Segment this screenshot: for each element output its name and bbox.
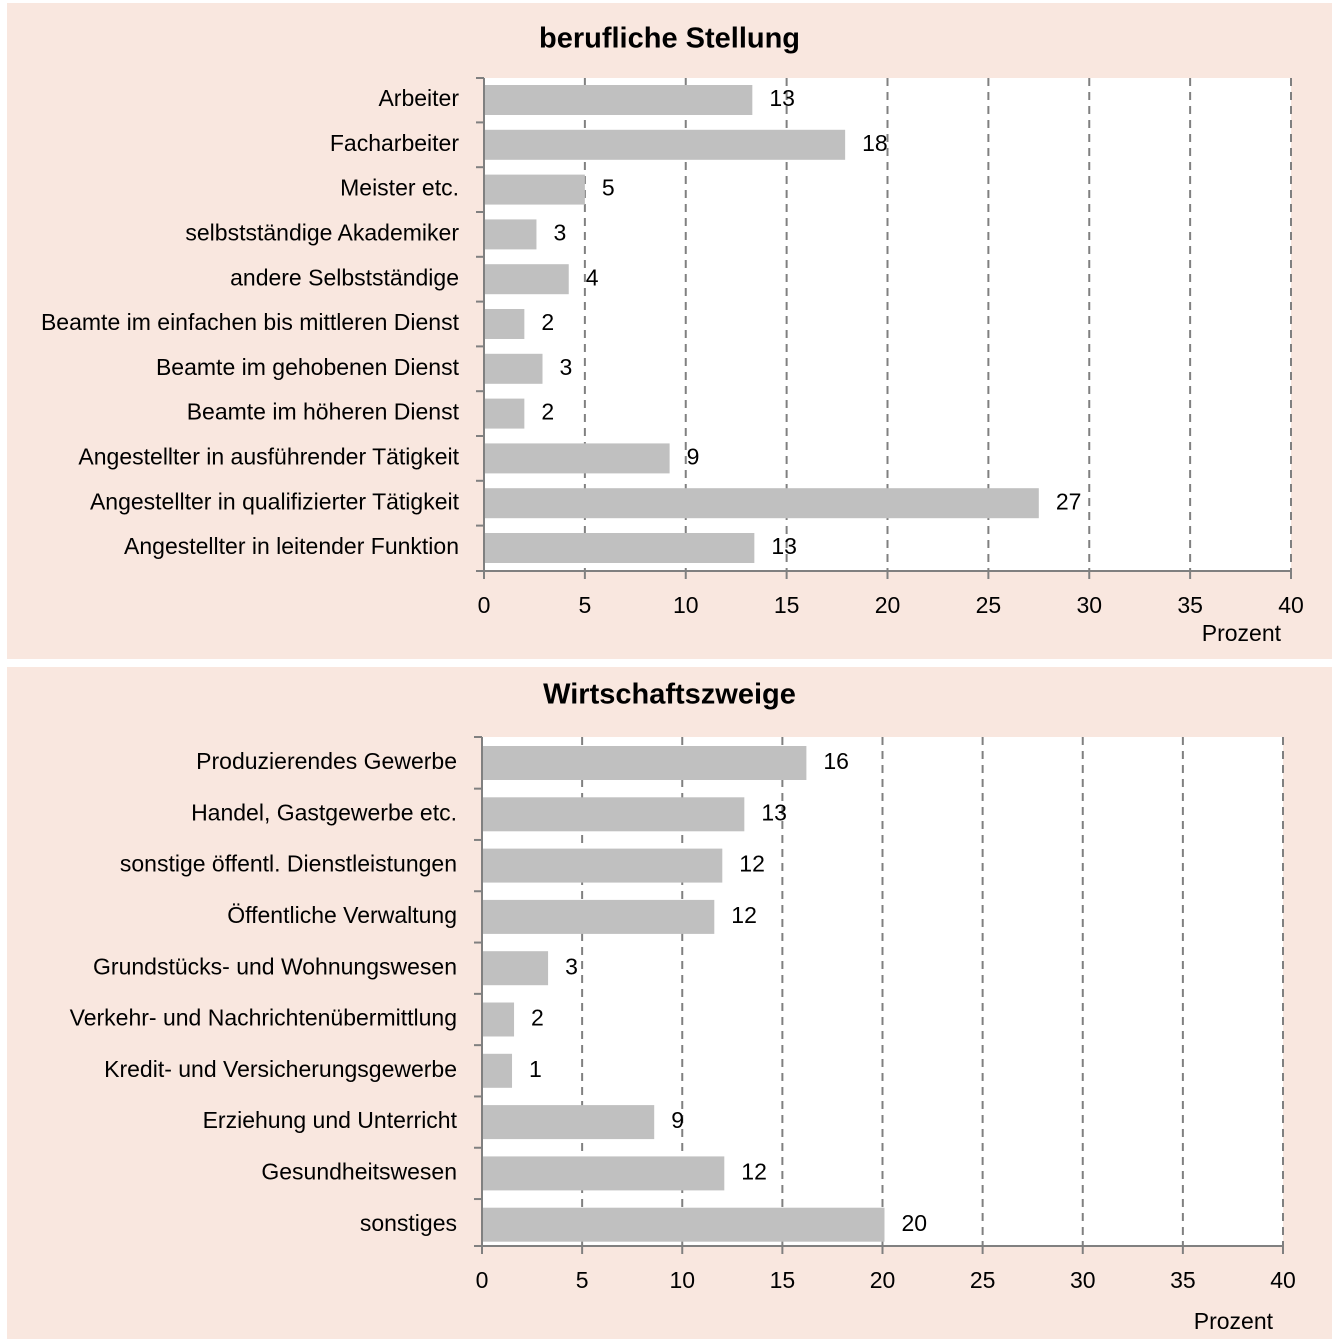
data-label-6: 2 <box>541 309 554 335</box>
bar-2 <box>484 129 846 160</box>
x-tick-label-30: 30 <box>1076 592 1102 618</box>
bar-8 <box>482 1105 655 1140</box>
bar-11 <box>484 533 755 563</box>
bar-3 <box>482 848 723 883</box>
bar-1 <box>482 746 807 780</box>
x-tick-label-40: 40 <box>1278 592 1304 618</box>
data-label-1: 13 <box>769 85 795 111</box>
bar-5 <box>484 264 569 295</box>
category-label-4: selbstständige Akademiker <box>185 219 459 245</box>
category-label-10: Angestellter in qualifizierter Tätigkeit <box>90 488 460 514</box>
bar-6 <box>484 309 525 339</box>
bar-5 <box>482 951 549 986</box>
category-label-8: Beamte im höheren Dienst <box>187 399 460 425</box>
chart-title: berufliche Stellung <box>539 23 800 55</box>
bar-4 <box>484 219 537 250</box>
bar-7 <box>482 1053 513 1088</box>
bar-1 <box>484 85 753 115</box>
category-label-11: Angestellter in leitender Funktion <box>124 533 459 559</box>
category-label-2: Handel, Gastgewerbe etc. <box>191 799 457 825</box>
data-label-5: 4 <box>586 264 599 290</box>
bar-10 <box>482 1207 885 1242</box>
bar-9 <box>482 1156 725 1191</box>
bar-9 <box>484 443 670 474</box>
x-tick-label-15: 15 <box>770 1267 796 1293</box>
data-label-3: 12 <box>739 851 765 877</box>
data-label-11: 13 <box>771 533 797 559</box>
data-label-7: 3 <box>560 354 573 380</box>
data-label-2: 13 <box>761 799 787 825</box>
category-label-8: Erziehung und Unterricht <box>203 1107 458 1133</box>
x-tick-label-15: 15 <box>774 592 800 618</box>
x-tick-label-40: 40 <box>1270 1267 1296 1293</box>
category-label-5: andere Selbstständige <box>230 264 459 290</box>
category-label-6: Beamte im einfachen bis mittleren Dienst <box>41 309 460 335</box>
data-label-1: 16 <box>823 748 849 774</box>
category-label-10: sonstiges <box>360 1210 457 1236</box>
data-label-9: 12 <box>741 1158 767 1184</box>
data-label-9: 9 <box>687 443 700 469</box>
data-label-7: 1 <box>529 1056 542 1082</box>
data-label-10: 20 <box>902 1210 928 1236</box>
x-tick-label-35: 35 <box>1170 1267 1196 1293</box>
x-tick-label-0: 0 <box>476 1267 489 1293</box>
data-label-10: 27 <box>1056 488 1082 514</box>
chart-title: Wirtschaftszweige <box>543 679 796 711</box>
bar-10 <box>484 488 1039 519</box>
category-label-2: Facharbeiter <box>330 130 459 156</box>
category-label-7: Beamte im gehobenen Dienst <box>156 354 460 380</box>
x-axis-title: Prozent <box>1194 1308 1274 1334</box>
bar-2 <box>482 797 745 832</box>
x-tick-label-25: 25 <box>976 592 1002 618</box>
category-label-1: Arbeiter <box>378 85 459 111</box>
data-label-8: 2 <box>541 399 554 425</box>
bar-8 <box>484 398 525 429</box>
category-label-9: Gesundheitswesen <box>261 1158 457 1184</box>
chart-panel-1: berufliche Stellung 13 Arbeiter 18 Facharbei… <box>7 3 1332 659</box>
data-label-5: 3 <box>565 953 578 979</box>
chart-panel-2: Wirtschaftszweige 16 Produzierendes Gewerb… <box>7 667 1332 1339</box>
x-tick-label-5: 5 <box>576 1267 589 1293</box>
category-label-5: Grundstücks- und Wohnungswesen <box>93 953 457 979</box>
category-label-3: Meister etc. <box>340 175 459 201</box>
x-tick-label-5: 5 <box>578 592 591 618</box>
bar-6 <box>482 1002 515 1037</box>
x-axis-title: Prozent <box>1202 620 1282 646</box>
bar-3 <box>484 174 585 205</box>
category-label-7: Kredit- und Versicherungsgewerbe <box>104 1056 457 1082</box>
category-label-6: Verkehr- und Nachrichtenübermittlung <box>70 1005 457 1031</box>
x-tick-label-35: 35 <box>1177 592 1203 618</box>
x-tick-label-20: 20 <box>870 1267 896 1293</box>
category-label-9: Angestellter in ausführender Tätigkeit <box>78 443 459 469</box>
x-tick-label-0: 0 <box>478 592 491 618</box>
x-tick-label-10: 10 <box>669 1267 695 1293</box>
category-label-1: Produzierendes Gewerbe <box>196 748 457 774</box>
data-label-3: 5 <box>602 175 615 201</box>
x-tick-label-10: 10 <box>673 592 699 618</box>
data-label-8: 9 <box>671 1107 684 1133</box>
bar-4 <box>482 899 715 934</box>
category-label-3: sonstige öffentl. Dienstleistungen <box>120 851 457 877</box>
data-label-4: 12 <box>731 902 757 928</box>
bar-7 <box>484 353 543 384</box>
x-tick-label-30: 30 <box>1070 1267 1096 1293</box>
x-tick-label-20: 20 <box>875 592 901 618</box>
data-label-4: 3 <box>553 219 566 245</box>
x-tick-label-25: 25 <box>970 1267 996 1293</box>
category-label-4: Öffentliche Verwaltung <box>227 902 457 928</box>
data-label-2: 18 <box>862 130 888 156</box>
data-label-6: 2 <box>531 1005 544 1031</box>
